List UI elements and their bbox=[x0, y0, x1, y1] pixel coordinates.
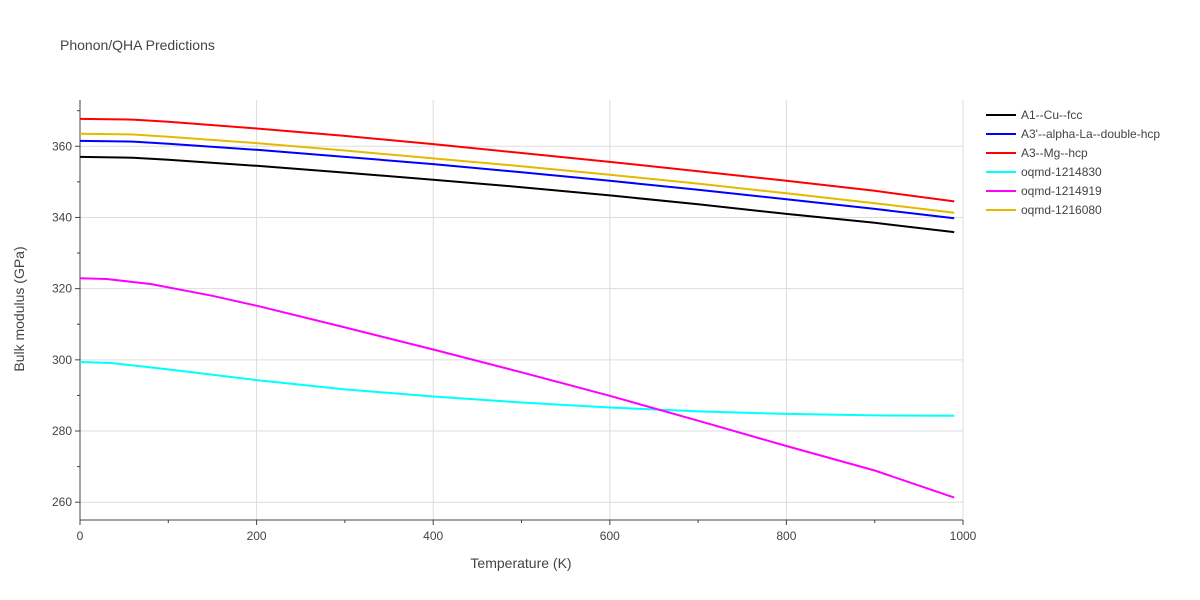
legend-label: A3--Mg--hcp bbox=[1021, 146, 1088, 160]
legend-label: oqmd-1214919 bbox=[1021, 184, 1102, 198]
series-line-A3'--alpha-La--double-hcp[interactable] bbox=[79, 139, 955, 220]
y-tick-label: 280 bbox=[52, 424, 72, 438]
legend-item[interactable]: oqmd-1216080 bbox=[986, 203, 1102, 217]
x-tick-label: 800 bbox=[776, 529, 796, 543]
x-tick-label: 1000 bbox=[950, 529, 977, 543]
series-line-A1--Cu--fcc[interactable] bbox=[79, 155, 955, 234]
legend-label: oqmd-1216080 bbox=[1021, 203, 1102, 217]
y-tick-label: 260 bbox=[52, 495, 72, 509]
tick-labels: 0 200 400 600 800 1000 260 280 300 320 340 360 bbox=[52, 139, 977, 543]
x-tick-label: 600 bbox=[600, 529, 620, 543]
plot-area bbox=[79, 117, 955, 499]
y-tick-label: 360 bbox=[52, 139, 72, 153]
legend[interactable]: A1--Cu--fcc A3'--alpha-La--double-hcp A3--… bbox=[986, 108, 1160, 217]
x-axis-title: Temperature (K) bbox=[470, 555, 571, 571]
y-tick-label: 340 bbox=[52, 210, 72, 224]
legend-item[interactable]: oqmd-1214830 bbox=[986, 165, 1102, 179]
x-tick-label: 0 bbox=[77, 529, 84, 543]
y-tick-label: 300 bbox=[52, 353, 72, 367]
legend-item[interactable]: A1--Cu--fcc bbox=[986, 108, 1082, 122]
series-line-oqmd-1214919[interactable] bbox=[79, 277, 955, 499]
series-line-oqmd-1214830[interactable] bbox=[79, 361, 955, 417]
legend-label: A3'--alpha-La--double-hcp bbox=[1021, 127, 1160, 141]
series-line-A3--Mg--hcp[interactable] bbox=[79, 117, 955, 203]
x-tick-label: 200 bbox=[247, 529, 267, 543]
legend-label: oqmd-1214830 bbox=[1021, 165, 1102, 179]
y-axis-title: Bulk modulus (GPa) bbox=[11, 246, 27, 371]
legend-label: A1--Cu--fcc bbox=[1021, 108, 1082, 122]
chart-title: Phonon/QHA Predictions bbox=[60, 37, 215, 53]
series-line-oqmd-1216080[interactable] bbox=[79, 132, 955, 214]
legend-item[interactable]: A3--Mg--hcp bbox=[986, 146, 1088, 160]
legend-item[interactable]: oqmd-1214919 bbox=[986, 184, 1102, 198]
x-tick-label: 400 bbox=[423, 529, 443, 543]
y-tick-label: 320 bbox=[52, 282, 72, 296]
legend-item[interactable]: A3'--alpha-La--double-hcp bbox=[986, 127, 1160, 141]
axes bbox=[75, 100, 964, 525]
